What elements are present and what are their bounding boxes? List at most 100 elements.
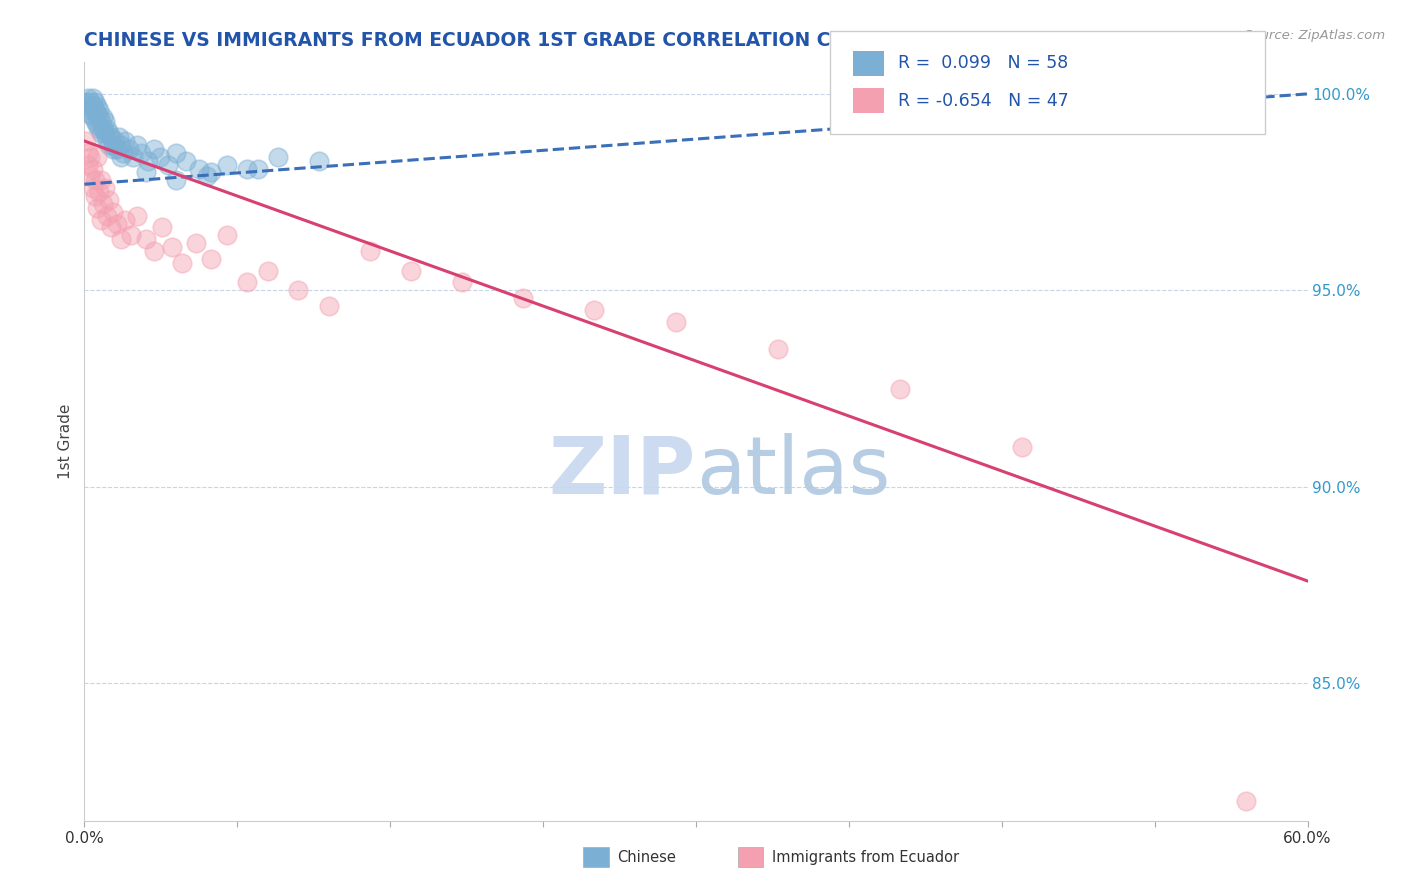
Point [246,161,269,176]
Point [766,343,789,357]
Point [101,204,124,219]
Point [114,212,136,227]
Point [200,165,222,179]
Point [257,263,280,277]
Point [79,103,101,117]
Point [399,263,422,277]
Point [87,122,110,136]
Point [160,240,183,254]
Point [287,283,309,297]
Point [79,106,101,120]
Point [236,276,259,290]
Point [86,98,108,112]
Point [217,228,239,243]
Point [75,134,97,148]
Point [82,98,104,112]
Point [101,142,124,156]
Point [105,142,128,156]
Point [108,130,131,145]
Point [91,122,114,136]
Point [86,118,108,132]
Point [174,153,197,168]
Point [97,193,120,207]
Y-axis label: 1st Grade: 1st Grade [58,404,73,479]
Point [142,244,165,258]
Point [79,150,101,164]
Point [96,209,118,223]
Point [583,302,606,317]
Point [86,150,108,164]
Point [96,134,118,148]
Point [165,173,187,187]
Point [87,185,110,199]
Point [150,220,173,235]
Point [87,103,110,117]
Point [359,244,381,258]
Point [82,161,104,176]
Point [1236,794,1258,808]
Point [136,153,159,168]
Point [131,145,153,160]
Point [187,161,209,176]
Point [114,134,136,148]
Point [79,169,101,184]
Text: R = -0.654   N = 47: R = -0.654 N = 47 [898,92,1069,110]
Point [186,236,208,251]
Point [195,169,218,184]
Point [149,150,172,164]
Point [77,98,100,112]
Point [665,315,688,329]
Point [156,158,179,172]
Point [112,145,135,160]
Point [512,291,534,305]
Point [165,145,187,160]
Point [83,173,105,187]
Text: CHINESE VS IMMIGRANTS FROM ECUADOR 1ST GRADE CORRELATION CHART: CHINESE VS IMMIGRANTS FROM ECUADOR 1ST G… [84,30,887,50]
Text: Immigrants from Ecuador: Immigrants from Ecuador [772,850,959,864]
Point [93,114,115,128]
Point [122,150,145,164]
Point [77,91,100,105]
Point [97,126,120,140]
Point [450,276,472,290]
Point [83,103,105,117]
Point [135,165,157,179]
Point [118,142,141,156]
Point [96,122,118,136]
Point [82,111,104,125]
Point [82,91,104,105]
Point [90,114,112,128]
Point [75,95,97,109]
Point [110,232,132,246]
Point [79,95,101,109]
Text: Chinese: Chinese [617,850,676,864]
Point [82,181,104,195]
Point [104,134,127,148]
Point [93,126,115,140]
Point [100,130,122,145]
Point [110,137,132,152]
Point [217,158,239,172]
Point [86,201,108,215]
Point [135,232,157,246]
Point [236,161,259,176]
Point [91,197,114,211]
Point [87,111,110,125]
Point [97,137,120,152]
Point [1011,441,1033,455]
Point [127,209,149,223]
Point [83,114,105,128]
Point [100,220,122,235]
Point [127,137,149,152]
Point [93,181,115,195]
Point [110,150,132,164]
Point [83,189,105,203]
Point [77,158,100,172]
Point [101,137,124,152]
Point [90,212,112,227]
Point [77,145,100,160]
Point [83,95,105,109]
Point [142,142,165,156]
Point [105,217,128,231]
Text: atlas: atlas [696,433,890,511]
